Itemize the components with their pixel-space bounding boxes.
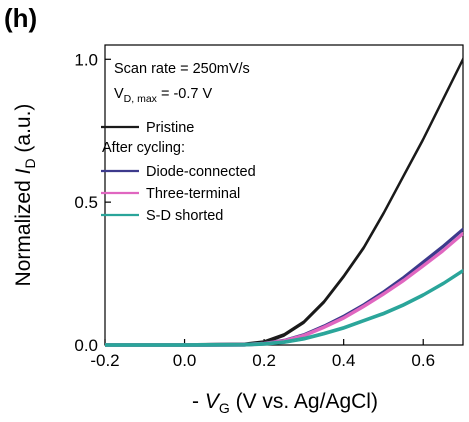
after-cycling-label: After cycling:	[102, 140, 185, 156]
y-axis-prefix: Normalized	[12, 174, 35, 286]
legend-label-pristine: Pristine	[146, 120, 194, 136]
x-axis-title: - VG (V vs. Ag/AgCl)	[192, 390, 378, 416]
y-axis-unit: (a.u.)	[12, 104, 35, 159]
x-tick-label: 0.4	[332, 351, 356, 370]
plot-area	[104, 44, 464, 346]
axis-ticks: -0.2 0.0 0.2 0.4 0.60.00.51.0	[74, 50, 435, 370]
vd-var: V	[114, 86, 124, 102]
y-tick-label: 1.0	[74, 50, 98, 69]
series-layer	[105, 57, 464, 347]
x-tick-label: -0.2	[90, 351, 119, 370]
legend-label-diode-connected: Diode-connected	[146, 164, 256, 180]
vd-value: = -0.7 V	[157, 86, 213, 102]
x-axis-sub: G	[219, 400, 230, 416]
x-tick-label: 0.0	[173, 351, 197, 370]
series-line-s-d-shorted	[105, 271, 464, 347]
series-line-diode-connected	[105, 227, 464, 345]
y-tick-label: 0.5	[74, 193, 98, 212]
plot-frame	[104, 44, 464, 346]
series-line-s-d-shorted	[105, 268, 464, 345]
scan-rate-annotation: Scan rate = 250mV/s	[114, 61, 250, 77]
series-line-diode-connected	[105, 228, 464, 346]
x-axis-var: V	[205, 390, 221, 413]
legend: Pristine After cycling: Diode-connected …	[101, 120, 256, 224]
x-tick-label: 0.6	[411, 351, 435, 370]
series-line-three-terminal	[105, 234, 464, 347]
series-line-diode-connected	[105, 229, 464, 347]
series-line-three-terminal	[105, 233, 464, 346]
vd-max-annotation: VD, max = -0.7 V	[114, 86, 212, 105]
legend-label-s-d-shorted: S-D shorted	[146, 208, 223, 224]
legend-label-three-terminal: Three-terminal	[146, 186, 240, 202]
vd-sub: D, max	[124, 93, 158, 105]
series-line-s-d-shorted	[105, 270, 464, 346]
x-axis-unit: (V vs. Ag/AgCl)	[230, 390, 378, 413]
x-tick-label: 0.2	[252, 351, 276, 370]
y-axis-sub: D	[22, 158, 38, 168]
series-line-three-terminal	[105, 231, 464, 345]
x-axis-prefix: -	[192, 390, 205, 413]
panel-label: (h)	[4, 3, 37, 33]
y-axis-title: Normalized ID (a.u.)	[12, 104, 38, 287]
y-axis-var: I	[12, 168, 35, 174]
y-tick-label: 0.0	[74, 336, 98, 355]
